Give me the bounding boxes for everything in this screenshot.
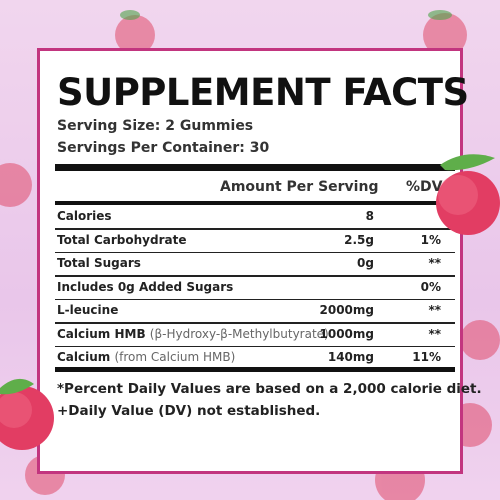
servings-per-container: Servings Per Container: 30	[57, 140, 270, 156]
title: SUPPLEMENT FACTS	[57, 71, 469, 114]
thick-rule	[55, 164, 455, 171]
row-name: Total Carbohydrate	[57, 233, 186, 247]
footnote: *Percent Daily Values are based on a 2,0…	[57, 381, 482, 397]
row-rule	[55, 322, 455, 324]
row-name: Includes 0g Added Sugars	[57, 280, 233, 294]
thick-rule	[55, 201, 455, 205]
supplement-facts-panel: SUPPLEMENT FACTS Serving Size: 2 Gummies…	[37, 48, 482, 474]
row-rule	[55, 275, 455, 277]
nutrient-name: Total Sugars	[57, 256, 141, 270]
row-name: L-leucine	[57, 303, 118, 317]
nutrient-note: (from Calcium HMB)	[114, 350, 236, 364]
nutrient-name: Total Carbohydrate	[57, 232, 187, 247]
daily-value: 0%	[420, 279, 441, 294]
daily-value: **	[428, 326, 441, 341]
header-dv: %DV	[406, 179, 443, 195]
amount: 140mg	[327, 350, 374, 364]
row-name: Total Sugars	[57, 256, 141, 270]
amount: 1000mg	[319, 326, 375, 341]
header-amount: Amount Per Serving	[220, 179, 379, 195]
nutrient-name: Calcium HMB	[57, 326, 146, 341]
daily-value: 11%	[412, 350, 441, 364]
amount: 0g	[357, 256, 374, 270]
nutrient-name: Includes 0g Added Sugars	[57, 279, 234, 294]
nutrient-name: Calories	[57, 209, 112, 223]
nutrient-name: Calcium	[57, 350, 111, 364]
row-rule	[55, 345, 455, 347]
thick-rule	[55, 367, 455, 372]
row-rule	[55, 298, 455, 300]
amount: 2000mg	[319, 303, 375, 317]
daily-value: **	[428, 303, 441, 317]
row-name: Calories	[57, 209, 112, 223]
daily-value: 1%	[420, 232, 441, 247]
row-name: Calcium (from Calcium HMB)	[57, 350, 235, 364]
amount: 2.5g	[344, 232, 374, 247]
amount: 8	[365, 209, 374, 223]
nutrient-note: (β-Hydroxy-β-Methylbutyrate)	[149, 326, 329, 341]
nutrient-name: L-leucine	[57, 303, 119, 317]
row-rule	[55, 251, 455, 253]
daily-value: **	[428, 256, 441, 270]
footnote: +Daily Value (DV) not established.	[57, 403, 321, 419]
row-name: Calcium HMB (β-Hydroxy-β-Methylbutyrate)	[57, 327, 329, 341]
serving-size: Serving Size: 2 Gummies	[57, 118, 254, 134]
row-rule	[55, 228, 455, 230]
